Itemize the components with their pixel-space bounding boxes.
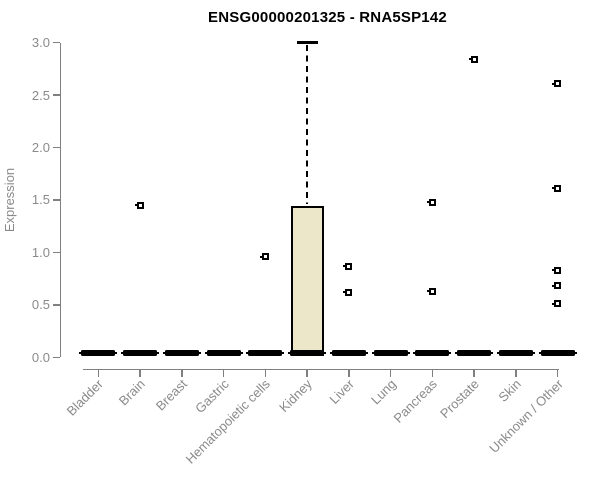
median-bar: [373, 350, 408, 356]
outlier-point: [428, 198, 436, 206]
y-axis-tick-label: 1.5: [31, 192, 50, 208]
x-axis-tick: [556, 369, 559, 377]
outlier-point: [554, 184, 562, 192]
x-axis-tick: [139, 369, 141, 377]
y-axis-line: [60, 42, 62, 358]
y-axis-tick-label: 0.0: [31, 349, 50, 365]
median-bar: [331, 350, 366, 356]
outlier-point: [470, 55, 478, 63]
x-axis-tick: [515, 369, 517, 377]
outlier-point: [136, 201, 144, 209]
outlier-point: [554, 266, 562, 274]
y-axis-tick: [53, 199, 60, 201]
x-axis-tick: [389, 369, 392, 377]
chart-title: ENSG00000201325 - RNA5SP142: [208, 9, 447, 26]
outlier-point: [554, 300, 562, 308]
y-axis-tick-label: 2.0: [31, 140, 50, 156]
outlier-point: [554, 282, 562, 290]
y-axis-tick-label: 2.5: [31, 87, 50, 103]
x-axis-tick: [97, 369, 99, 377]
y-axis-tick: [53, 41, 60, 44]
upper-whisker-line: [305, 44, 309, 205]
y-axis-tick: [53, 356, 60, 358]
median-bar: [540, 350, 575, 356]
outlier-point: [345, 262, 353, 270]
x-axis-line: [83, 368, 559, 370]
median-bar: [415, 350, 450, 356]
outlier-point: [261, 253, 269, 261]
upper-whisker-cap: [296, 41, 318, 44]
x-axis-tick: [348, 369, 350, 377]
y-axis-tick: [53, 251, 60, 254]
outlier-point: [345, 288, 353, 296]
x-axis-tick: [264, 369, 267, 377]
median-bar: [498, 350, 533, 356]
y-axis-tick: [53, 146, 60, 149]
x-axis-tick: [222, 369, 225, 377]
box-iqr: [290, 206, 324, 356]
outlier-point: [428, 287, 436, 295]
y-axis-tick: [53, 304, 60, 306]
median-bar: [164, 350, 199, 356]
y-axis-tick-label: 0.5: [31, 297, 50, 313]
y-axis-tick-label: 1.0: [31, 244, 50, 260]
outlier-point: [554, 80, 562, 88]
median-bar: [123, 350, 158, 356]
x-axis-tick: [431, 369, 434, 377]
x-axis-tick: [181, 369, 183, 377]
x-axis-tick: [473, 369, 475, 377]
y-axis-tick: [53, 94, 60, 96]
median-bar: [248, 350, 283, 356]
median-bar: [290, 350, 325, 356]
x-axis-tick: [306, 369, 308, 377]
median-bar: [206, 350, 241, 356]
median-bar: [81, 350, 116, 356]
median-bar: [457, 350, 492, 356]
y-axis-tick-label: 3.0: [31, 35, 50, 51]
